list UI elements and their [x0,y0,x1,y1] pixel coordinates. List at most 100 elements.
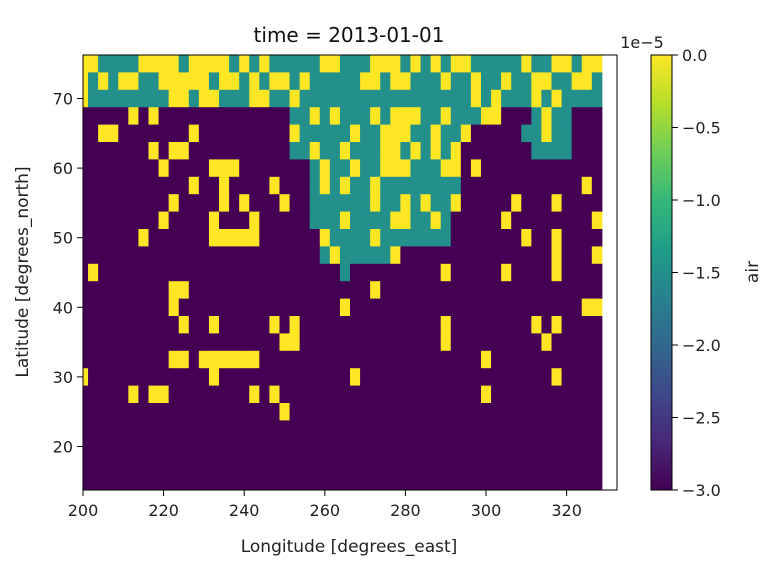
heatmap-cell [239,350,250,369]
heatmap-cell [98,142,109,160]
heatmap-cell [108,333,119,352]
heatmap-cell [198,455,210,474]
heatmap-cell [350,229,361,247]
heatmap-cell [531,211,542,230]
heatmap-cell [591,124,603,143]
heatmap-cell [158,142,170,160]
heatmap-cell [360,472,371,491]
heatmap-cell [229,350,240,369]
heatmap-cell [118,124,129,143]
heatmap-cell [289,229,301,247]
heatmap-cell [178,333,190,352]
heatmap-cell [491,437,502,456]
heatmap-cell [410,420,422,439]
heatmap-cell [591,333,603,352]
heatmap-cell [158,246,170,265]
heatmap-cell [138,316,149,334]
heatmap-cell [440,472,452,491]
heatmap-cell [561,368,573,387]
heatmap-cell [511,420,522,439]
heatmap-cell [128,124,139,143]
heatmap-cell [591,211,603,230]
heatmap-cell [208,368,220,387]
heatmap-cell [208,159,220,178]
heatmap-cell [168,246,180,265]
heatmap-cell [148,211,160,230]
heatmap-cell [319,211,331,230]
heatmap-cell [390,176,401,195]
heatmap-cell [98,420,109,439]
heatmap-cell [108,298,119,317]
heatmap-cell [460,176,472,195]
heatmap-cell [289,72,301,91]
heatmap-cell [279,89,291,108]
heatmap-cell [158,159,170,178]
heatmap-cell [98,385,109,404]
heatmap-cell [360,263,371,282]
heatmap-cell [470,55,482,73]
heatmap-cell [420,368,432,387]
heatmap-cell [329,176,341,195]
heatmap-cell [470,194,482,213]
heatmap-cell [188,316,200,334]
heatmap-cell [198,55,210,73]
heatmap-cell [178,472,190,491]
heatmap-cell [581,124,593,143]
heatmap-cell [551,159,563,178]
heatmap-cell [339,55,351,73]
heatmap-cell [168,107,180,126]
heatmap-cell [420,472,432,491]
heatmap-cell [531,89,542,108]
heatmap-cell [561,455,573,474]
heatmap-cell [329,124,341,143]
heatmap-cell [480,298,492,317]
heatmap-cell [299,281,311,300]
heatmap-cell [571,368,583,387]
heatmap-cell [420,194,432,213]
heatmap-cell [83,194,89,213]
heatmap-cell [400,142,411,160]
heatmap-cell [420,72,432,91]
heatmap-cell [188,107,200,126]
heatmap-cell [88,455,99,474]
heatmap-cell [118,72,129,91]
heatmap-cell [541,281,553,300]
heatmap-cell [350,403,361,421]
heatmap-cell [108,263,119,282]
heatmap-cell [249,142,260,160]
heatmap-cell [259,211,270,230]
heatmap-cell [299,316,311,334]
heatmap-cell [491,211,502,230]
heatmap-cell [420,385,432,404]
heatmap-cell [188,211,200,230]
heatmap-cell [148,403,160,421]
heatmap-cell [521,55,532,73]
heatmap-cell [128,159,139,178]
heatmap-cell [561,55,573,73]
heatmap-cell [269,263,280,282]
heatmap-cell [279,159,291,178]
heatmap-cell [410,263,422,282]
heatmap-cell [551,55,563,73]
heatmap-cell [380,89,391,108]
heatmap-cell [420,281,432,300]
heatmap-cell [319,176,331,195]
heatmap-cell [350,298,361,317]
heatmap-cell [360,316,371,334]
heatmap-cell [380,403,391,421]
heatmap-cell [400,89,411,108]
heatmap-cell [279,316,291,334]
heatmap-cell [168,72,180,91]
heatmap-cell [299,455,311,474]
colorbar-tick-label: −2.5 [682,409,721,428]
heatmap-cell [259,368,270,387]
heatmap-cell [370,263,381,282]
heatmap-cell [319,55,331,73]
heatmap-cell [138,455,149,474]
heatmap-cell [83,211,89,230]
heatmap-cell [571,420,583,439]
heatmap-cell [239,55,250,73]
heatmap-cell [259,107,270,126]
heatmap-cell [309,55,321,73]
heatmap-cell [249,124,260,143]
